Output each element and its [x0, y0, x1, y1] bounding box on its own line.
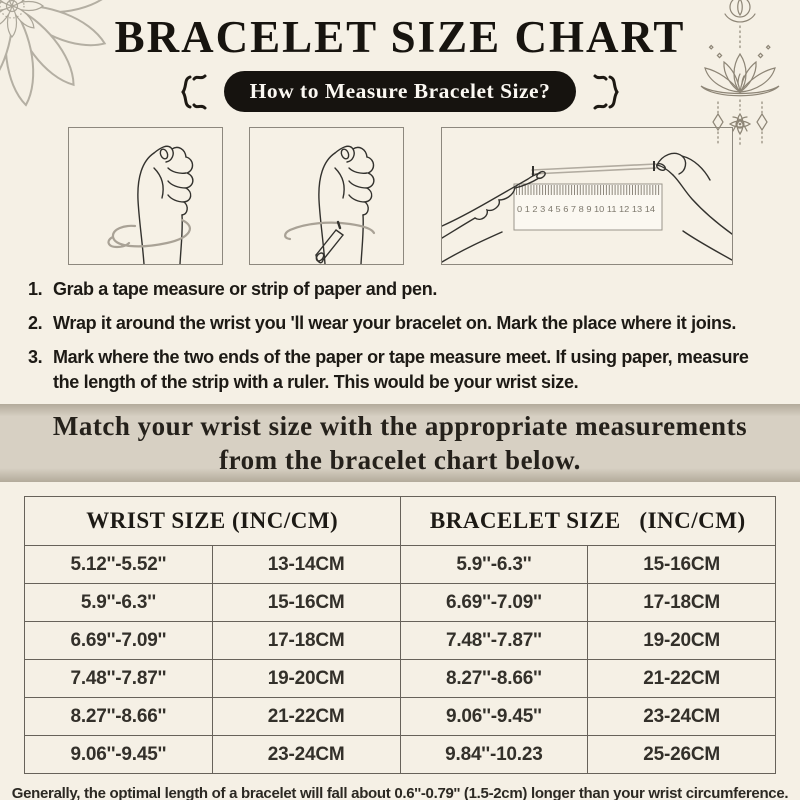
table-row: 9.06''-9.45'' 23-24CM 9.84''-10.23 25-26…	[24, 735, 776, 774]
page-title: BRACELET SIZE CHART	[114, 12, 686, 62]
step-number: 3.	[28, 347, 43, 367]
bracelet-size-header: BRACELET SIZE (INC/CM)	[399, 496, 776, 546]
cell-bracelet-inch: 9.06''-9.45''	[399, 697, 589, 736]
ruler-numbers: 0 1 2 3 4 5 6 7 8 9 10 11 12 13 14	[517, 204, 655, 214]
table-row: 5.9''-6.3'' 15-16CM 6.69''-7.09'' 17-18C…	[24, 583, 776, 622]
cell-wrist-inch: 5.12''-5.52''	[24, 545, 213, 584]
cell-bracelet-inch: 6.69''-7.09''	[399, 583, 589, 622]
instruction-list: 1. Grab a tape measure or strip of paper…	[28, 277, 774, 395]
cell-wrist-inch: 9.06''-9.45''	[24, 735, 213, 774]
left-flourish-icon	[180, 74, 207, 109]
instruction-step-2: 2. Wrap it around the wrist you 'll wear…	[28, 311, 774, 336]
footer-note: Generally, the optimal length of a brace…	[11, 785, 789, 800]
cell-bracelet-cm: 23-24CM	[587, 697, 776, 736]
right-flourish-icon	[593, 74, 620, 109]
cell-wrist-inch: 5.9''-6.3''	[24, 583, 213, 622]
mark-wrist-illustration	[248, 127, 404, 265]
measure-illustrations-row: 0 1 2 3 4 5 6 7 8 9 10 11 12 13 14	[0, 127, 800, 265]
instruction-step-3: 3. Mark where the two ends of the paper …	[28, 345, 774, 395]
cell-wrist-inch: 8.27''-8.66''	[24, 697, 213, 736]
table-row: 7.48''-7.87'' 19-20CM 8.27''-8.66'' 21-2…	[24, 659, 776, 698]
cell-wrist-cm: 19-20CM	[211, 659, 401, 698]
cell-wrist-cm: 21-22CM	[211, 697, 401, 736]
step-text: Grab a tape measure or strip of paper an…	[53, 279, 438, 299]
step-number: 1.	[28, 279, 43, 299]
cell-bracelet-cm: 21-22CM	[587, 659, 776, 698]
step-text: Mark where the two ends of the paper or …	[53, 347, 749, 392]
cell-bracelet-inch: 7.48''-7.87''	[399, 621, 589, 660]
ruler-measure-illustration: 0 1 2 3 4 5 6 7 8 9 10 11 12 13 14	[440, 127, 733, 265]
how-to-measure-badge-row: How to Measure Bracelet Size?	[0, 71, 800, 112]
wrist-size-header: WRIST SIZE (INC/CM)	[24, 496, 401, 546]
instruction-step-1: 1. Grab a tape measure or strip of paper…	[28, 277, 774, 302]
table-row: 5.12''-5.52'' 13-14CM 5.9''-6.3'' 15-16C…	[24, 545, 776, 584]
cell-wrist-cm: 15-16CM	[211, 583, 401, 622]
cell-bracelet-cm: 15-16CM	[587, 545, 776, 584]
step-number: 2.	[28, 313, 43, 333]
table-header-row: WRIST SIZE (INC/CM) BRACELET SIZE (INC/C…	[24, 496, 776, 546]
cell-wrist-cm: 23-24CM	[211, 735, 401, 774]
table-row: 6.69''-7.09'' 17-18CM 7.48''-7.87'' 19-2…	[24, 621, 776, 660]
cell-wrist-cm: 13-14CM	[211, 545, 401, 584]
cell-bracelet-inch: 9.84''-10.23	[399, 735, 589, 774]
step-text: Wrap it around the wrist you 'll wear yo…	[53, 313, 737, 333]
cell-bracelet-cm: 19-20CM	[587, 621, 776, 660]
cell-wrist-inch: 6.69''-7.09''	[24, 621, 213, 660]
cell-bracelet-cm: 17-18CM	[587, 583, 776, 622]
cell-bracelet-cm: 25-26CM	[587, 735, 776, 774]
how-to-measure-badge: How to Measure Bracelet Size?	[223, 71, 577, 112]
table-row: 8.27''-8.66'' 21-22CM 9.06''-9.45'' 23-2…	[24, 697, 776, 736]
wrap-wrist-illustration	[67, 127, 223, 265]
cell-wrist-cm: 17-18CM	[211, 621, 401, 660]
cell-bracelet-inch: 8.27''-8.66''	[399, 659, 589, 698]
match-size-banner: Match your wrist size with the appropria…	[0, 404, 800, 482]
cell-wrist-inch: 7.48''-7.87''	[24, 659, 213, 698]
size-conversion-table: WRIST SIZE (INC/CM) BRACELET SIZE (INC/C…	[24, 496, 776, 774]
cell-bracelet-inch: 5.9''-6.3''	[399, 545, 589, 584]
banner-line-2: from the bracelet chart below.	[219, 445, 581, 475]
banner-line-1: Match your wrist size with the appropria…	[52, 411, 748, 441]
